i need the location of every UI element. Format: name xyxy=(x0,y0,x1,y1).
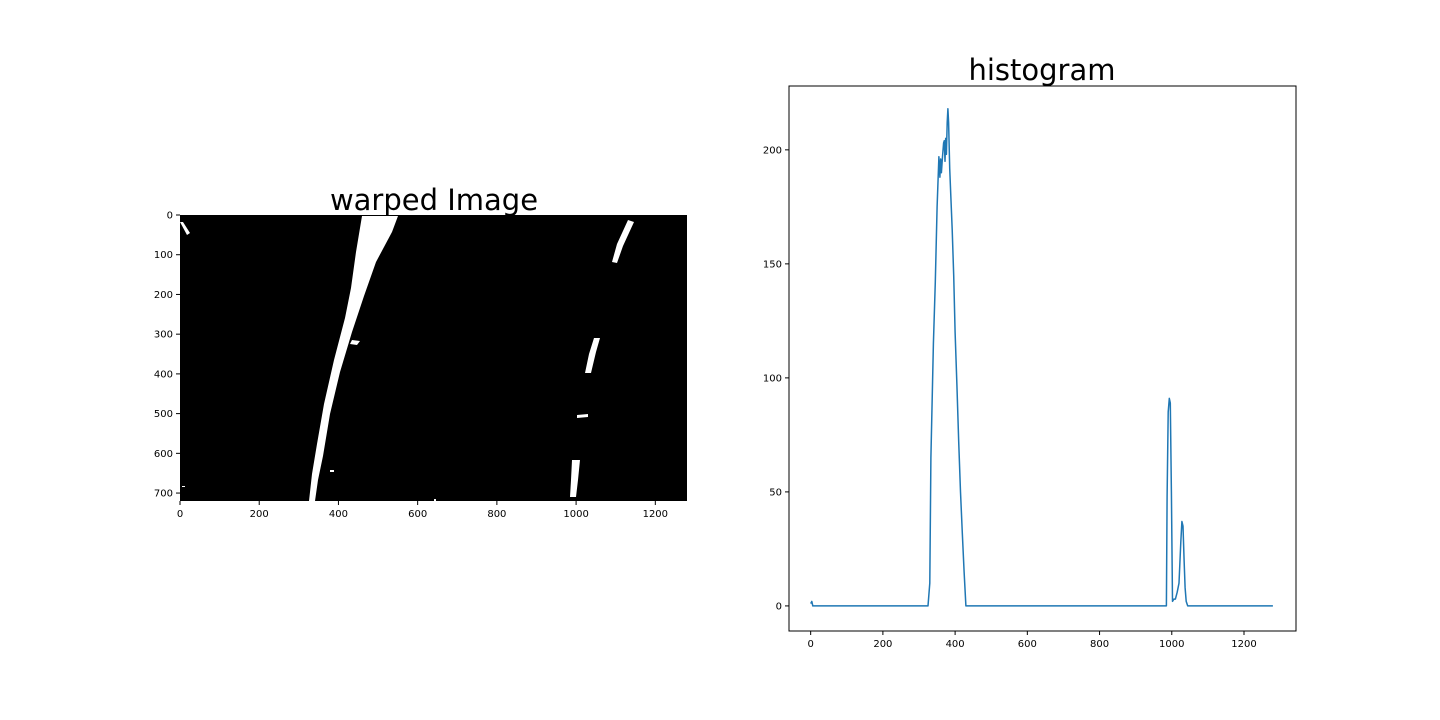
image-x-tick-label: 1200 xyxy=(643,509,668,520)
left-lane-line xyxy=(309,216,398,501)
image-x-tick-label: 0 xyxy=(177,509,183,520)
histogram-x-tick-label: 0 xyxy=(807,639,813,650)
image-y-tick-label: 700 xyxy=(154,489,173,500)
left-lane-fragment xyxy=(350,340,360,345)
histogram-x-tick-label: 1000 xyxy=(1159,639,1184,650)
histogram-series-line xyxy=(810,108,1273,607)
image-x-tick-label: 800 xyxy=(487,509,506,520)
image-x-tick-label: 1000 xyxy=(563,509,588,520)
histogram-x-tick-label: 800 xyxy=(1090,639,1109,650)
histogram-panel: histogram 0 200 400 600 800 1000 1200 0 50 100 150… xyxy=(763,53,1297,650)
histogram-x-tick-label: 1200 xyxy=(1231,639,1256,650)
right-lane-segment-bottom xyxy=(570,460,580,497)
bottom-speck-lane xyxy=(330,470,334,472)
histogram-title: histogram xyxy=(968,53,1115,87)
corner-mark xyxy=(180,222,190,235)
image-y-tick-label: 400 xyxy=(154,369,173,380)
histogram-axes-frame xyxy=(788,85,1297,632)
histogram-y-tick-label: 200 xyxy=(763,145,782,156)
bottom-speck-mid xyxy=(434,499,436,501)
image-x-tick-label: 600 xyxy=(408,509,427,520)
histogram-x-tick-label: 600 xyxy=(1018,639,1037,650)
image-y-tick-label: 500 xyxy=(154,409,173,420)
histogram-y-tick-label: 150 xyxy=(763,259,782,270)
image-y-tick-label: 100 xyxy=(154,250,173,261)
histogram-y-tick-label: 100 xyxy=(763,373,782,384)
image-x-tick-label: 400 xyxy=(329,509,348,520)
warped-image-title: warped Image xyxy=(330,183,538,217)
right-lane-dash xyxy=(577,414,588,418)
histogram-y-tick-label: 50 xyxy=(769,487,782,498)
warped-image-ticks: 0 200 400 600 800 1000 1200 0 100 200 300 400 500 600… xyxy=(154,211,668,521)
warped-image-lane-pixels xyxy=(180,216,634,501)
histogram-ticks: 0 200 400 600 800 1000 1200 0 50 100 150 200 xyxy=(763,145,1257,650)
image-y-tick-label: 600 xyxy=(154,449,173,460)
image-y-tick-label: 200 xyxy=(154,290,173,301)
image-y-tick-label: 0 xyxy=(167,211,173,222)
histogram-y-tick-label: 0 xyxy=(776,601,782,612)
warped-image-background xyxy=(180,215,687,501)
right-lane-segment-middle xyxy=(585,338,600,373)
histogram-x-tick-label: 400 xyxy=(946,639,965,650)
warped-image-panel: warped Image 0 200 400 600 800 1000 1200 0 100 20… xyxy=(154,183,687,520)
bottom-speck-left xyxy=(182,486,185,487)
image-y-tick-label: 300 xyxy=(154,330,173,341)
histogram-x-tick-label: 200 xyxy=(873,639,892,650)
right-lane-segment-top xyxy=(612,220,634,263)
image-x-tick-label: 200 xyxy=(250,509,269,520)
